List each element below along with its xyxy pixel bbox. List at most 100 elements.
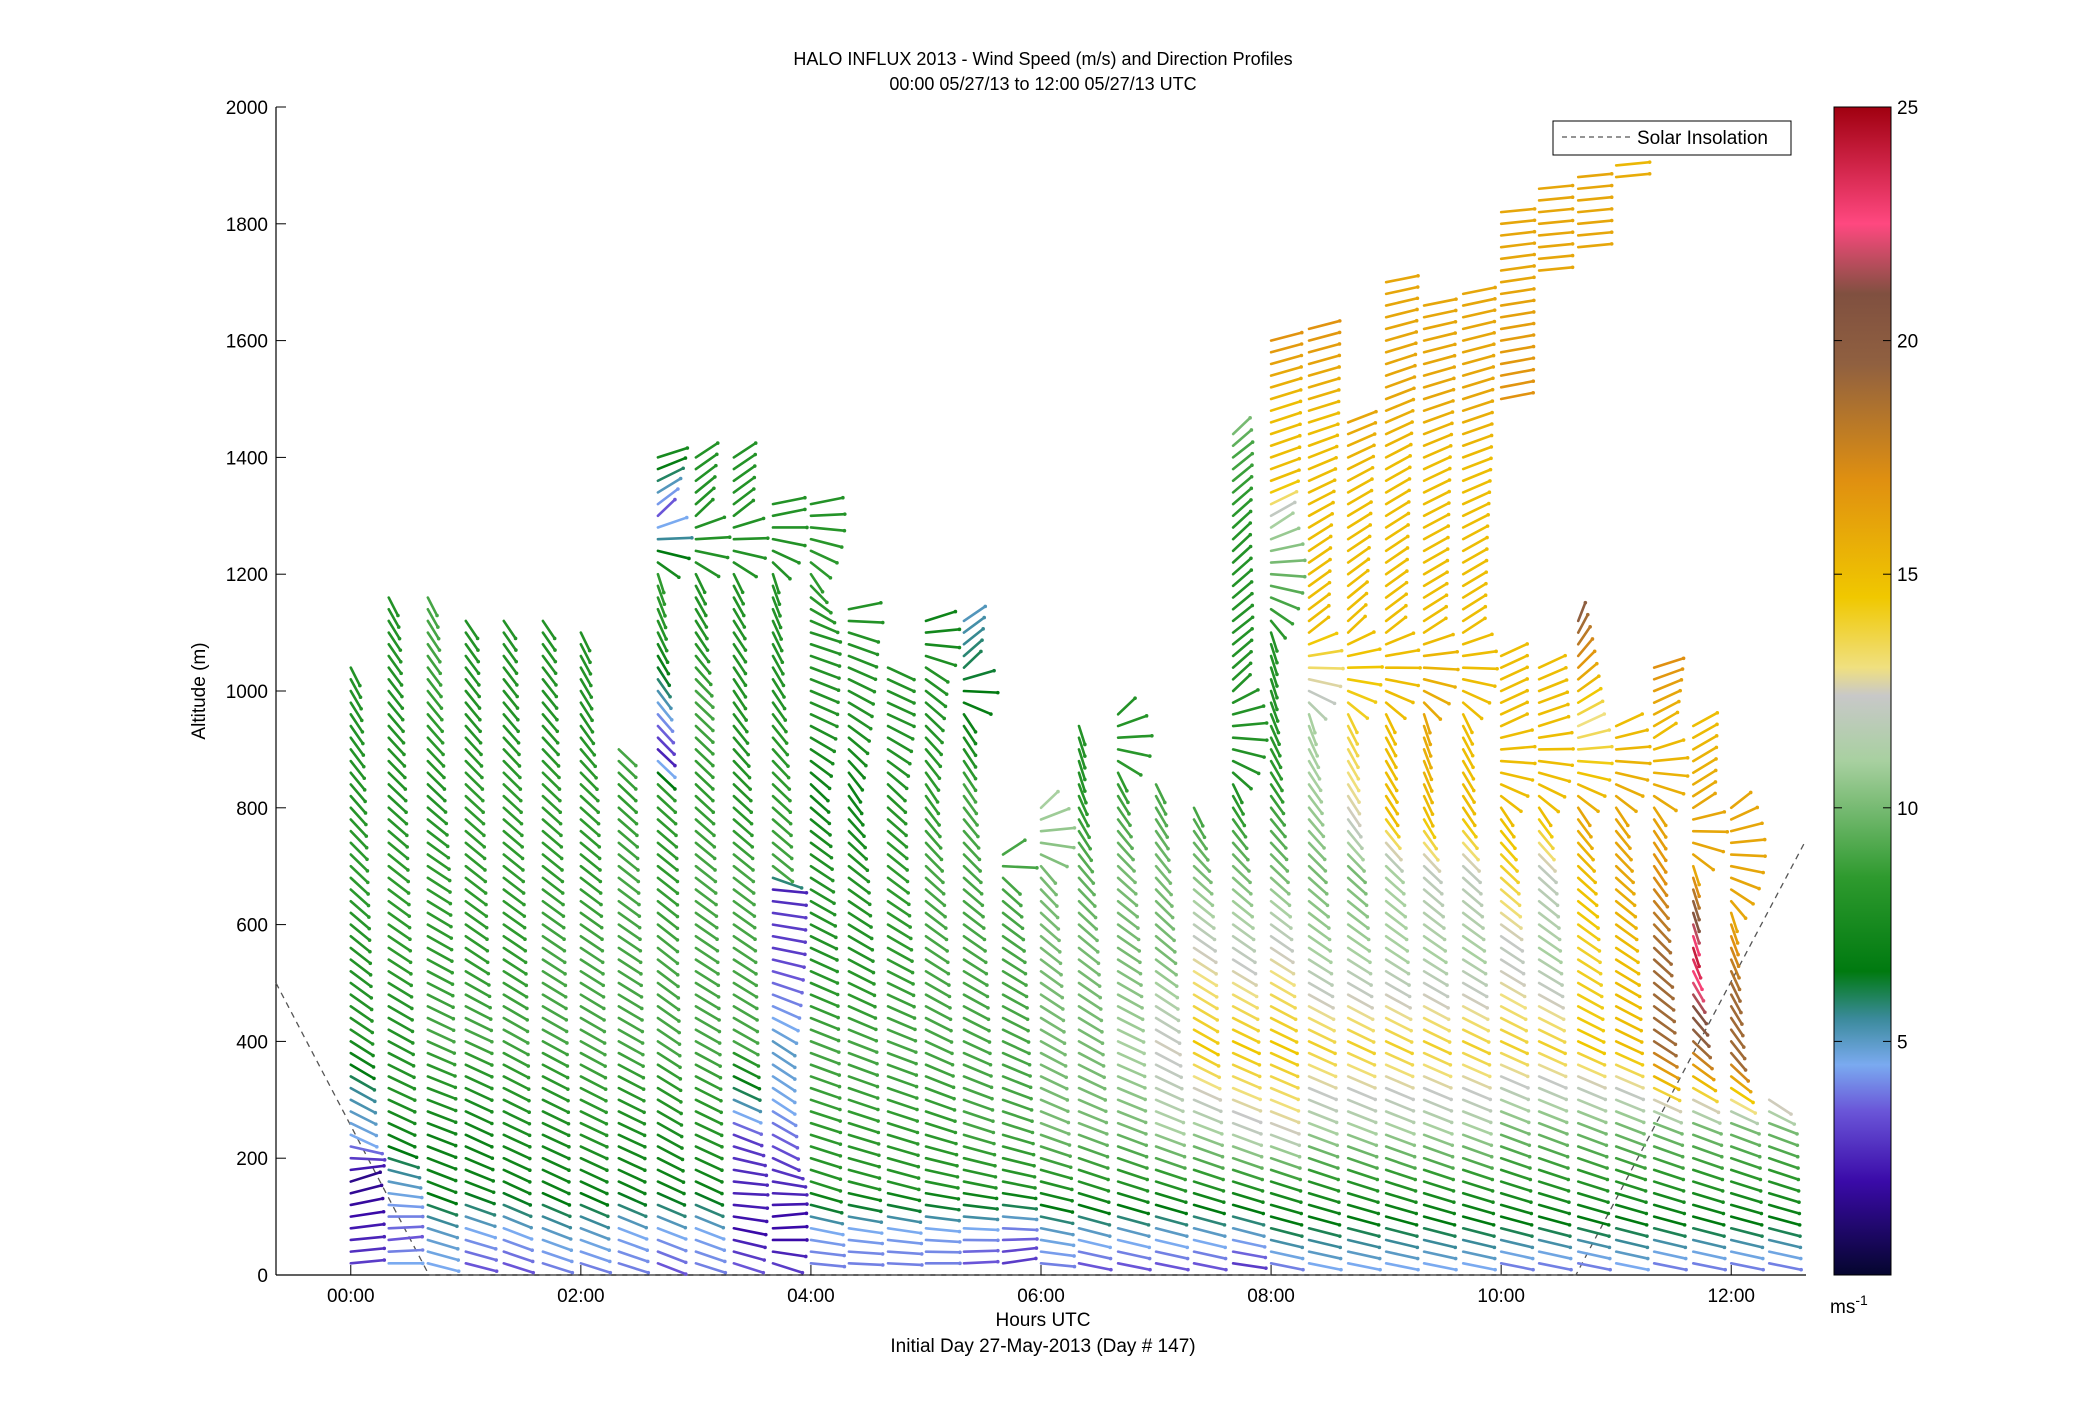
wind-vector-head [664,637,668,641]
wind-vector-head [1323,717,1328,721]
wind-vector [1384,604,1408,623]
wind-vector-head [1634,809,1638,814]
wind-vector-head [1258,1109,1263,1113]
wind-vector [656,1040,682,1058]
wind-vector [387,806,408,826]
wind-vector-head [1297,1143,1302,1148]
wind-vector [579,1110,608,1126]
wind-vector [617,1133,647,1149]
wind-vector [464,1250,498,1262]
wind-vector [1346,1215,1380,1227]
wind-vector-head [797,1016,802,1020]
wind-vector [464,1133,494,1149]
wind-vector-head [1410,408,1415,413]
wind-vector-head [645,1259,650,1264]
wind-vector [349,1222,386,1230]
wind-vector-head [784,729,788,734]
wind-vector [1729,1215,1764,1227]
wind-vector [1461,1168,1494,1181]
wind-vector [847,1075,879,1088]
wind-vector-head [1792,1122,1797,1126]
wind-vector [809,631,842,644]
wind-vector [1499,853,1519,873]
wind-vector-head [1084,800,1088,805]
wind-vector [541,619,556,640]
wind-vector [1269,701,1280,723]
wind-vector-head [1568,1245,1573,1250]
wind-vector-head [1023,838,1027,842]
wind-vector-head [398,659,403,664]
wind-vector [962,748,977,769]
wind-vector [656,1016,681,1034]
wind-vector [1767,1145,1800,1159]
wind-vector [541,771,561,791]
wind-vector [886,1226,923,1235]
wind-vector-head [954,1141,958,1146]
wind-vector [1461,320,1496,331]
wind-vector [732,1156,767,1167]
wind-vector-head [1166,846,1170,851]
wind-vector-head [1372,443,1376,448]
wind-vector [771,584,781,606]
wind-vector-head [521,879,526,884]
wind-vector [1576,728,1611,740]
wind-vector-head [1564,678,1569,682]
wind-vector-head [1247,869,1251,873]
wind-vector-head [981,926,986,930]
wind-vector [1461,1203,1495,1215]
wind-vector-head [914,1073,919,1077]
wind-vector-head [1525,700,1529,705]
wind-vector [1499,1250,1535,1260]
wind-vector-head [1681,738,1686,742]
wind-vector [694,572,706,594]
wind-vector [1231,899,1254,918]
wind-vector [464,713,482,733]
wind-vector-head [1178,1052,1182,1057]
wind-vector [387,619,401,640]
wind-vector [1576,806,1592,827]
wind-vector-head [486,971,491,976]
wind-vector-head [789,845,794,849]
wind-vector-head [793,1065,797,1070]
wind-vector-head [714,914,719,918]
wind-vector-head [1436,858,1440,862]
wind-vector [656,899,679,918]
wind-vector [1576,970,1603,987]
wind-vector [1116,946,1142,964]
wind-vector-head [514,671,519,676]
wind-vector-head [643,1214,648,1219]
wind-vector-head [942,716,947,721]
wind-vector [502,748,521,768]
wind-vector [771,607,782,629]
wind-vector-head [1607,778,1612,782]
wind-vector [1116,696,1137,716]
wind-vector [1422,1028,1451,1044]
wind-vector [656,1191,686,1207]
wind-vector [1384,296,1419,307]
wind-vector [1499,207,1536,214]
wind-vector-head [907,902,911,907]
wind-vector-head [1638,1006,1643,1010]
wind-vector [1652,1180,1685,1193]
wind-vector-head [366,892,370,896]
wind-vector-head [1328,569,1332,573]
wind-vector-head [1375,1189,1380,1193]
wind-vector [1422,899,1445,918]
wind-vector-head [1065,864,1069,869]
wind-vector-head [570,1270,575,1275]
wind-vector [732,1238,767,1249]
wind-vector [1576,1133,1608,1147]
wind-vector-head [1519,926,1523,930]
wind-vector-head [1101,1064,1106,1068]
wind-vector-head [690,536,694,540]
wind-vector [1461,354,1495,366]
wind-vector-head [1671,996,1675,1001]
wind-vector [1384,806,1400,827]
wind-vector [464,748,483,768]
wind-vector [464,736,483,756]
wind-vector [847,1110,880,1123]
wind-vector [464,666,481,687]
wind-vector [1039,1133,1071,1147]
wind-vector-head [484,925,489,930]
wind-vector-head [1570,230,1575,235]
